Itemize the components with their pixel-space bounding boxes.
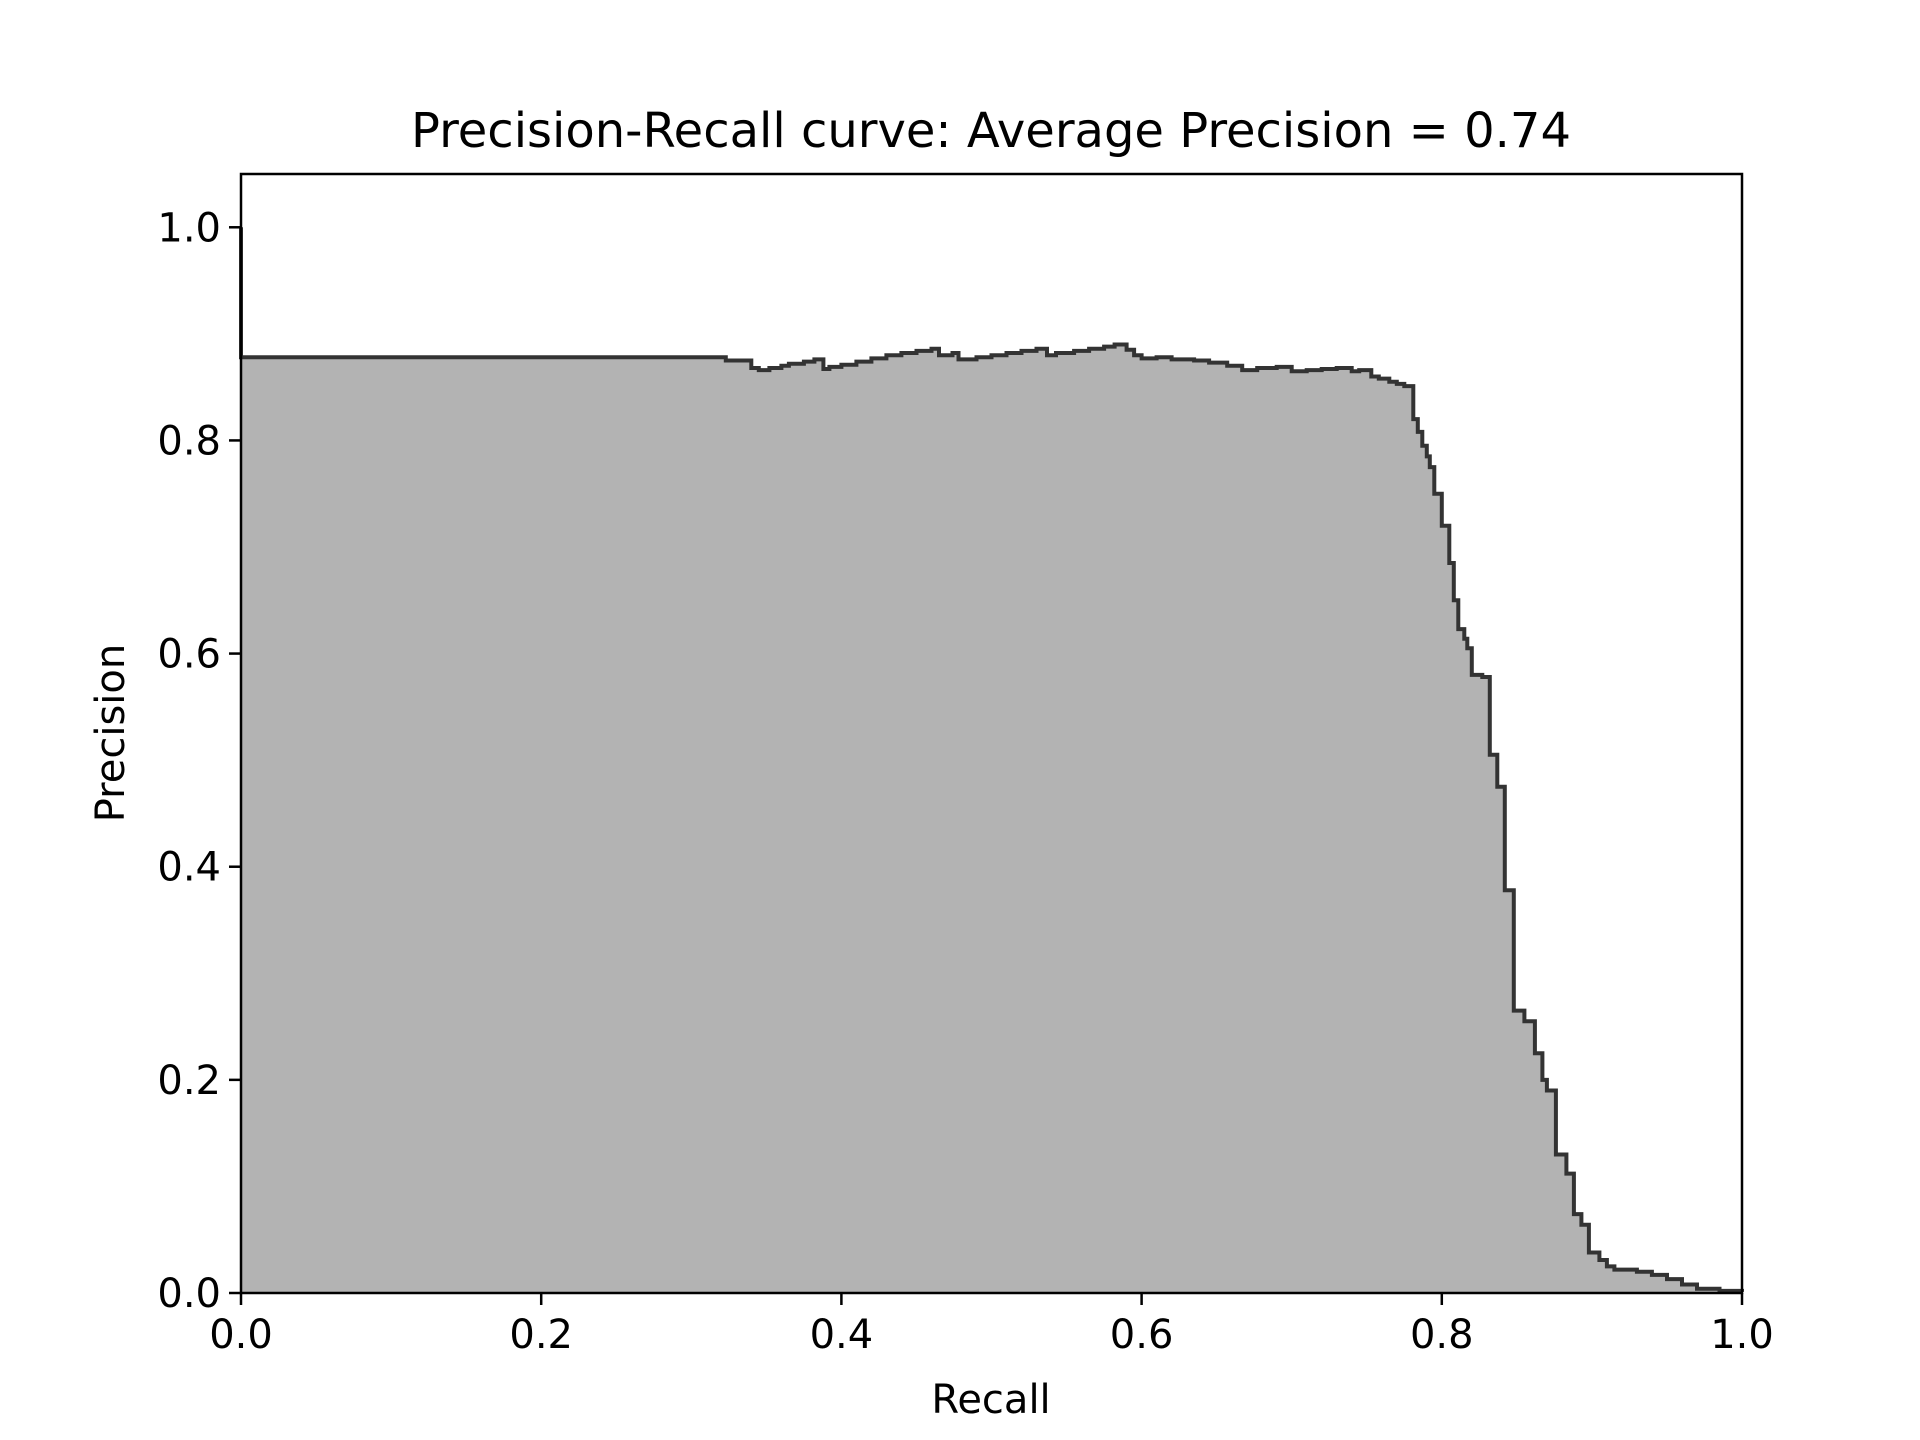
axes-frame [239, 172, 1744, 1295]
x-tick-label: 1.0 [1710, 1312, 1774, 1358]
x-tick-label: 0.6 [1110, 1312, 1174, 1358]
y-axis: 0.0 0.2 0.4 0.6 0.8 1.0 [157, 205, 241, 1317]
x-tick-label: 0.4 [810, 1312, 874, 1358]
x-tick-label: 0.2 [509, 1312, 573, 1358]
pr-curve-line [239, 227, 1744, 1293]
y-tick-label: 0.2 [157, 1058, 221, 1104]
y-tick-label: 0.0 [157, 1271, 221, 1317]
y-tick-label: 0.4 [157, 845, 221, 891]
y-tick-label: 0.8 [157, 418, 221, 464]
plot-area [239, 227, 1744, 1293]
y-axis-label: Precision [88, 644, 134, 822]
pr-curve-area [241, 227, 1742, 1293]
y-tick-label: 0.6 [157, 632, 221, 678]
y-tick-label: 1.0 [157, 205, 221, 251]
chart-title: Precision-Recall curve: Average Precisio… [411, 103, 1571, 159]
x-tick-label: 0.8 [1410, 1312, 1474, 1358]
x-tick-label: 0.0 [209, 1312, 273, 1358]
x-axis: 0.0 0.2 0.4 0.6 0.8 1.0 [209, 1293, 1774, 1358]
x-axis-label: Recall [931, 1377, 1050, 1423]
